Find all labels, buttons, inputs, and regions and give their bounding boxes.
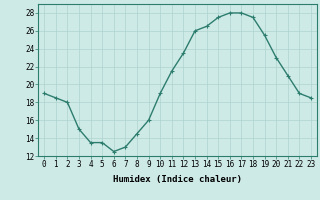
X-axis label: Humidex (Indice chaleur): Humidex (Indice chaleur) xyxy=(113,175,242,184)
